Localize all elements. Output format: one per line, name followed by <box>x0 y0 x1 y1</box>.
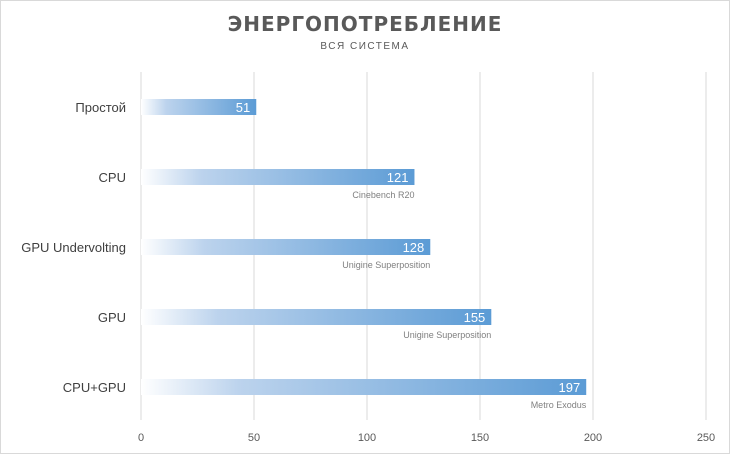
benchmark-annotation: Unigine Superposition <box>342 260 430 270</box>
bar <box>141 169 415 185</box>
x-tick-label: 250 <box>697 432 715 444</box>
data-label: 128 <box>403 240 425 255</box>
bar <box>141 239 431 255</box>
category-label: CPU <box>99 170 126 185</box>
data-label: 155 <box>464 310 486 325</box>
benchmark-annotation: Cinebench R20 <box>352 190 414 200</box>
category-label: GPU Undervolting <box>21 240 126 255</box>
bar <box>141 379 587 395</box>
data-label: 121 <box>387 170 409 185</box>
x-tick-label: 50 <box>248 432 260 444</box>
x-tick-label: 100 <box>358 432 376 444</box>
bar <box>141 99 257 115</box>
benchmark-annotation: Metro Exodus <box>531 400 587 410</box>
bar <box>141 309 492 325</box>
chart-subtitle: ВСЯ СИСТЕМА <box>320 41 410 52</box>
category-label: GPU <box>98 310 126 325</box>
x-tick-label: 0 <box>138 432 144 444</box>
data-label: 197 <box>559 380 581 395</box>
x-tick-label: 150 <box>471 432 489 444</box>
category-label: Простой <box>75 100 126 115</box>
benchmark-annotation: Unigine Superposition <box>403 330 491 340</box>
category-label: CPU+GPU <box>63 380 126 395</box>
x-tick-label: 200 <box>584 432 602 444</box>
data-label: 51 <box>236 100 250 115</box>
chart-title: ЭНЕРГОПОТРЕБЛЕНИЕ <box>227 12 503 36</box>
